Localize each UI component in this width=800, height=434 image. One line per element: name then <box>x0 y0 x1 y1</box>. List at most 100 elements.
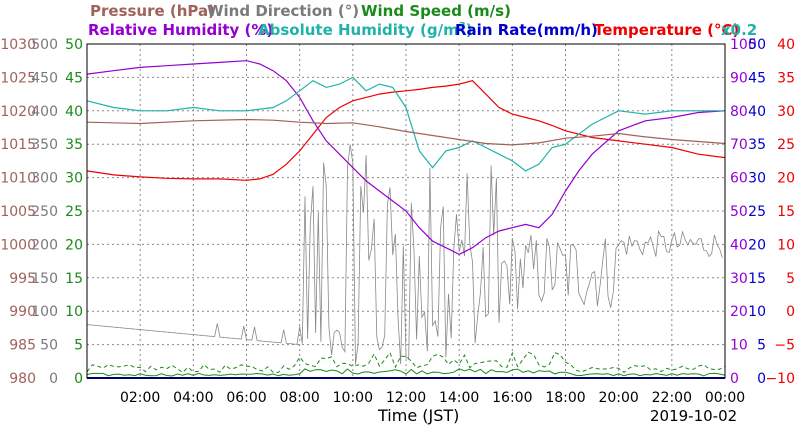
y-tick-rain-rate: 20 <box>748 237 766 253</box>
y-tick-temperature: −5 <box>774 338 795 354</box>
y-tick-wind-speed: 35 <box>65 137 83 153</box>
y-tick-wind-speed: 0 <box>74 371 83 387</box>
y-tick-pressure: 980 <box>9 371 36 387</box>
y-tick-pressure: 1005 <box>0 204 36 220</box>
x-tick-label: 22:00 <box>652 390 692 406</box>
y-tick-temperature: 35 <box>777 70 795 86</box>
y-tick-wind-speed: 30 <box>65 171 83 187</box>
x-tick-label: 00:00 <box>705 390 745 406</box>
y-tick-rain-rate: 0 <box>757 371 766 387</box>
y-tick-relative-humidity: 80 <box>730 104 748 120</box>
y-tick-temperature: 0 <box>786 304 795 320</box>
y-tick-wind-speed: 25 <box>65 204 83 220</box>
y-tick-rain-rate: 45 <box>748 70 766 86</box>
y-tick-relative-humidity: 100 <box>730 37 757 53</box>
y-tick-wind-direction: 450 <box>31 70 58 86</box>
y-tick-pressure: 1020 <box>0 104 36 120</box>
y-tick-relative-humidity: 50 <box>730 204 748 220</box>
legend-wind-speed: Wind Speed (m/s) <box>361 2 511 20</box>
y-tick-temperature: 10 <box>777 237 795 253</box>
legend-rain-rate: Rain Rate(mm/h) <box>455 21 598 39</box>
y-tick-rain-rate: 50 <box>748 37 766 53</box>
y-tick-wind-direction: 350 <box>31 137 58 153</box>
y-tick-rain-rate: 30 <box>748 171 766 187</box>
y-tick-wind-speed: 20 <box>65 237 83 253</box>
y-tick-relative-humidity: 20 <box>730 304 748 320</box>
y-tick-wind-speed: 5 <box>74 338 83 354</box>
y-tick-temperature: 5 <box>786 271 795 287</box>
y-tick-pressure: 990 <box>9 304 36 320</box>
y-tick-pressure: 1030 <box>0 37 36 53</box>
y-tick-relative-humidity: 30 <box>730 271 748 287</box>
x-tick-label: 12:00 <box>386 390 426 406</box>
x-tick-label: 06:00 <box>226 390 266 406</box>
y-tick-rain-rate: 25 <box>748 204 766 220</box>
x-tick-label: 08:00 <box>279 390 319 406</box>
y-tick-pressure: 1025 <box>0 70 36 86</box>
series-absolute-humidity <box>86 76 725 172</box>
y-tick-rain-rate: 5 <box>757 338 766 354</box>
x-axis-label: Time (JST) <box>377 406 459 425</box>
y-tick-temperature: 20 <box>777 171 795 187</box>
y-tick-pressure: 995 <box>9 271 36 287</box>
x-tick-label: 14:00 <box>439 390 479 406</box>
y-tick-wind-speed: 45 <box>65 70 83 86</box>
y-tick-pressure: 1010 <box>0 171 36 187</box>
legend-absolute-humidity-scale: x0.2 <box>721 21 757 39</box>
y-tick-relative-humidity: 0 <box>730 371 739 387</box>
y-tick-wind-direction: 250 <box>31 204 58 220</box>
y-tick-temperature: 25 <box>777 137 795 153</box>
y-tick-wind-direction: 100 <box>31 304 58 320</box>
y-tick-relative-humidity: 40 <box>730 237 748 253</box>
legend-relative-humidity: Relative Humidity (%) <box>88 21 273 39</box>
legend-pressure: Pressure (hPa) <box>90 2 215 20</box>
y-tick-rain-rate: 15 <box>748 271 766 287</box>
legend-absolute-humidity-close: ) <box>466 21 473 39</box>
x-tick-label: 20:00 <box>598 390 638 406</box>
wind-speed-trace <box>86 368 726 377</box>
plot-frame <box>86 43 726 379</box>
x-tick-label: 18:00 <box>545 390 585 406</box>
y-tick-relative-humidity: 90 <box>730 70 748 86</box>
y-tick-wind-direction: 50 <box>40 338 58 354</box>
y-tick-temperature: 40 <box>777 37 795 53</box>
legend-wind-direction: Wind Direction (°) <box>207 2 359 20</box>
y-tick-rain-rate: 40 <box>748 104 766 120</box>
y-tick-wind-direction: 150 <box>31 271 58 287</box>
series-relative-humidity <box>86 60 726 256</box>
y-tick-wind-direction: 0 <box>49 371 58 387</box>
y-tick-pressure: 1000 <box>0 237 36 253</box>
wind-speed-gust-trace <box>86 351 726 374</box>
series-pressure <box>86 118 726 146</box>
legend-absolute-humidity: Absolute Humidity (g/m3) <box>258 21 473 39</box>
y-tick-temperature: 15 <box>777 204 795 220</box>
y-tick-relative-humidity: 60 <box>730 171 748 187</box>
y-tick-wind-speed: 40 <box>65 104 83 120</box>
legend-temperature: Temperature (°C) <box>594 21 739 39</box>
series-temperature <box>86 80 726 181</box>
y-tick-wind-speed: 10 <box>65 304 83 320</box>
date-label: 2019-10-02 <box>650 407 737 425</box>
y-tick-pressure: 1015 <box>0 137 36 153</box>
y-tick-rain-rate: 10 <box>748 304 766 320</box>
y-tick-wind-direction: 200 <box>31 237 58 253</box>
y-tick-temperature: −10 <box>765 371 795 387</box>
y-tick-wind-direction: 500 <box>31 37 58 53</box>
y-tick-wind-speed: 15 <box>65 271 83 287</box>
wind-direction-trace <box>86 144 723 365</box>
y-tick-wind-direction: 300 <box>31 171 58 187</box>
wind-layer <box>86 144 726 377</box>
y-tick-wind-speed: 50 <box>65 37 83 53</box>
legend-absolute-humidity-text: Absolute Humidity (g/m <box>258 21 459 39</box>
x-tick-label: 02:00 <box>120 390 160 406</box>
y-tick-relative-humidity: 10 <box>730 338 748 354</box>
y-tick-rain-rate: 35 <box>748 137 766 153</box>
x-tick-label: 04:00 <box>173 390 213 406</box>
x-tick-label: 16:00 <box>492 390 532 406</box>
y-tick-wind-direction: 400 <box>31 104 58 120</box>
legend-absolute-humidity-superscript: 3 <box>459 21 466 32</box>
y-tick-pressure: 985 <box>9 338 36 354</box>
y-tick-temperature: 30 <box>777 104 795 120</box>
y-tick-relative-humidity: 70 <box>730 137 748 153</box>
